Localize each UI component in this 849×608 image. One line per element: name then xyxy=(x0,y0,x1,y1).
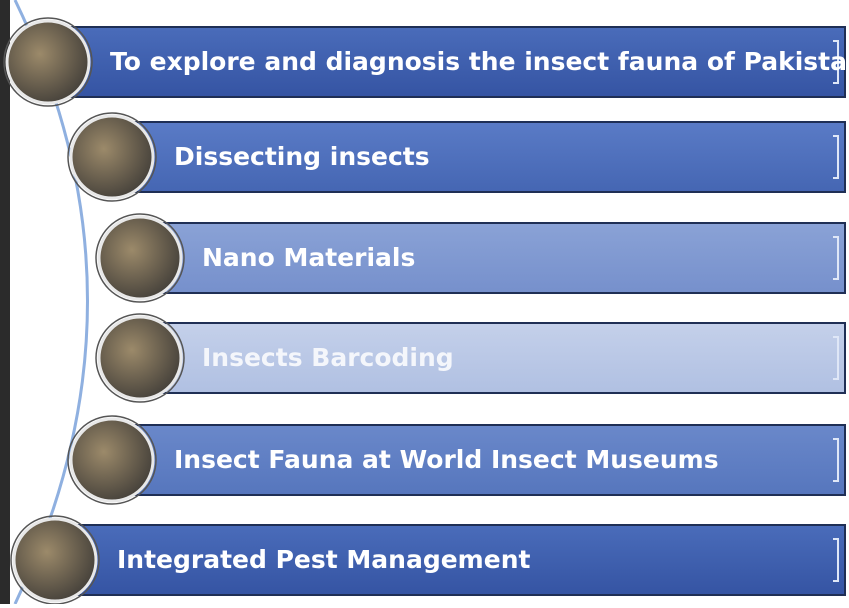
item-label: Nano Materials xyxy=(202,243,415,272)
icon-circle xyxy=(14,519,96,601)
rows: To explore and diagnosis the insect faun… xyxy=(4,18,849,604)
row: To explore and diagnosis the insect faun… xyxy=(4,18,849,106)
icon-circle xyxy=(71,419,153,501)
item-label: Dissecting insects xyxy=(174,142,430,171)
left-edge xyxy=(0,0,10,604)
item-label: To explore and diagnosis the insect faun… xyxy=(110,47,849,76)
row: Nano Materials xyxy=(96,214,845,302)
row: Dissecting insects xyxy=(68,113,845,201)
item-label: Insect Fauna at World Insect Museums xyxy=(174,445,719,474)
icon-circle xyxy=(99,317,181,399)
row: Insect Fauna at World Insect Museums xyxy=(68,416,845,504)
icon-circle xyxy=(7,21,89,103)
row: Insects Barcoding xyxy=(96,314,845,402)
icon-circle xyxy=(71,116,153,198)
item-label: Integrated Pest Management xyxy=(117,545,530,574)
item-label: Insects Barcoding xyxy=(202,343,454,372)
slide: To explore and diagnosis the insect faun… xyxy=(0,0,849,604)
row: Integrated Pest Management xyxy=(11,516,845,604)
icon-circle xyxy=(99,217,181,299)
